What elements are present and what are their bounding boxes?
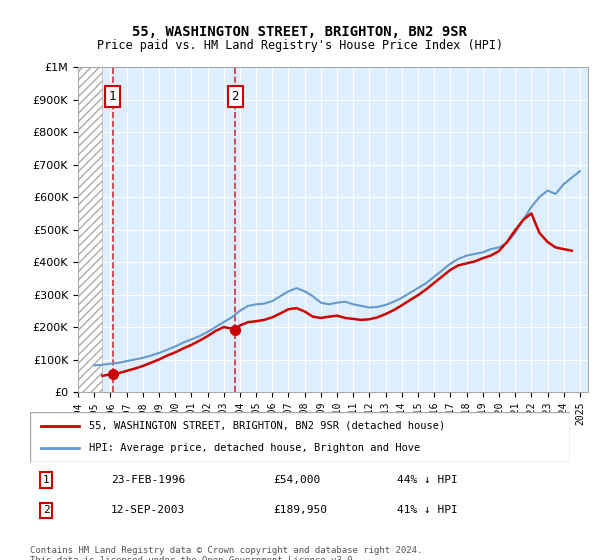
Text: £189,950: £189,950 bbox=[273, 505, 327, 515]
Text: 23-FEB-1996: 23-FEB-1996 bbox=[111, 475, 185, 485]
FancyBboxPatch shape bbox=[30, 412, 570, 462]
Text: Price paid vs. HM Land Registry's House Price Index (HPI): Price paid vs. HM Land Registry's House … bbox=[97, 39, 503, 52]
Text: 2: 2 bbox=[231, 90, 239, 103]
Text: 1: 1 bbox=[109, 90, 116, 103]
Text: 44% ↓ HPI: 44% ↓ HPI bbox=[397, 475, 458, 485]
Text: HPI: Average price, detached house, Brighton and Hove: HPI: Average price, detached house, Brig… bbox=[89, 443, 421, 453]
Bar bbox=[78, 67, 102, 392]
Text: 41% ↓ HPI: 41% ↓ HPI bbox=[397, 505, 458, 515]
Text: 55, WASHINGTON STREET, BRIGHTON, BN2 9SR: 55, WASHINGTON STREET, BRIGHTON, BN2 9SR bbox=[133, 25, 467, 39]
Text: 12-SEP-2003: 12-SEP-2003 bbox=[111, 505, 185, 515]
Text: 1: 1 bbox=[43, 475, 50, 485]
Text: Contains HM Land Registry data © Crown copyright and database right 2024.
This d: Contains HM Land Registry data © Crown c… bbox=[30, 546, 422, 560]
Text: 55, WASHINGTON STREET, BRIGHTON, BN2 9SR (detached house): 55, WASHINGTON STREET, BRIGHTON, BN2 9SR… bbox=[89, 421, 446, 431]
Text: 2: 2 bbox=[43, 505, 50, 515]
Text: £54,000: £54,000 bbox=[273, 475, 320, 485]
